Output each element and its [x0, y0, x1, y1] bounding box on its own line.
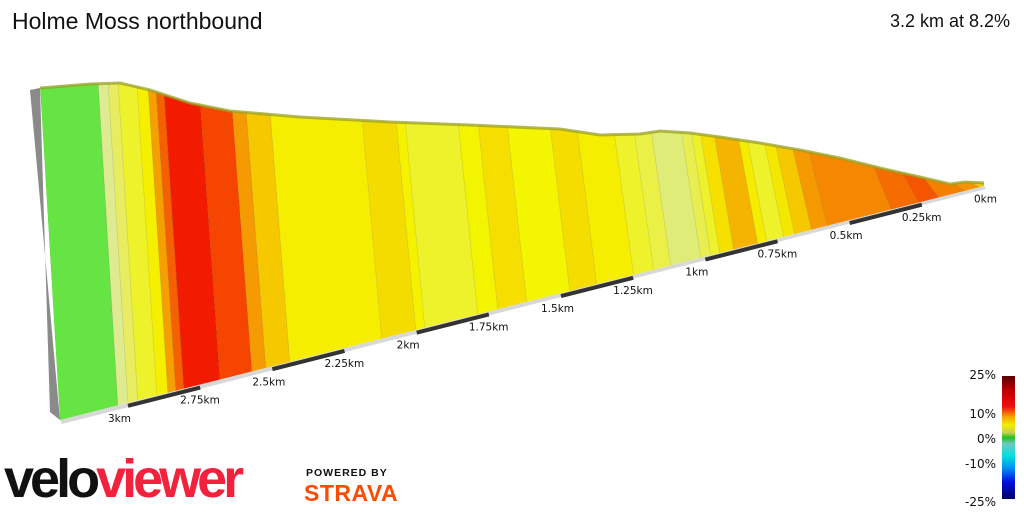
legend-label-max: 25%	[969, 368, 996, 382]
distance-tick-label: 0.25km	[902, 212, 942, 224]
gradient-legend: 25% 10% 0% -10% -25%	[965, 368, 1015, 509]
distance-segment	[271, 349, 345, 372]
distance-tick-label: 0km	[974, 194, 997, 206]
distance-segment	[849, 202, 923, 225]
strava-logo: STRAVA	[304, 480, 399, 506]
distance-tick-label: 1.25km	[613, 285, 653, 297]
climb-summary: 3.2 km at 8.2%	[889, 11, 1010, 31]
distance-tick-label: 1.5km	[541, 303, 574, 315]
legend-label-minus10: -10%	[965, 457, 996, 471]
powered-by-label: POWERED BY	[306, 467, 388, 479]
distance-tick-label: 1.75km	[469, 321, 509, 333]
distance-tick-label: 2.75km	[180, 395, 220, 407]
legend-colorbar	[1002, 376, 1015, 499]
legend-label-10: 10%	[969, 407, 996, 421]
distance-tick-label: 0.5km	[830, 230, 863, 242]
page-title: Holme Moss northbound	[12, 8, 263, 34]
legend-label-min: -25%	[965, 495, 996, 509]
profile-side-wall	[30, 88, 60, 420]
veloviewer-logo: veloviewer	[4, 449, 244, 509]
distance-tick-label: 0.75km	[758, 248, 798, 260]
distance-segment	[560, 275, 634, 299]
distance-tick-label: 1km	[685, 267, 708, 279]
distance-segment	[704, 239, 778, 262]
legend-label-0: 0%	[977, 432, 996, 446]
profile-top-surface	[39, 81, 985, 186]
distance-tick-label: 2.5km	[252, 376, 285, 388]
distance-axis: 3km 2.75km 2.5km 2.25km 2km 1.75km 1.5km 1.25km…	[108, 194, 997, 425]
distance-tick-label: 2.25km	[325, 358, 365, 370]
gradient-bands	[40, 83, 984, 420]
distance-tick-label: 3km	[108, 413, 131, 425]
distance-segment	[416, 312, 490, 335]
distance-segment	[127, 385, 201, 408]
distance-tick-label: 2km	[397, 340, 420, 352]
